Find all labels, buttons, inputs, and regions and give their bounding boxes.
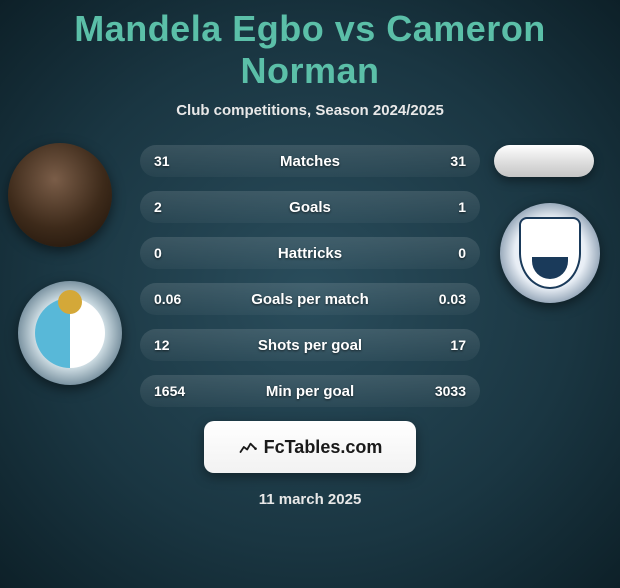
subtitle: Club competitions, Season 2024/2025: [0, 102, 620, 119]
player-left-avatar: [8, 143, 112, 247]
stat-label: Shots per goal: [258, 337, 362, 354]
page-title: Mandela Egbo vs Cameron Norman: [0, 8, 620, 92]
stat-right-value: 31: [424, 153, 466, 169]
stat-row-goals-per-match: 0.06 Goals per match 0.03: [140, 283, 480, 315]
stat-label: Hattricks: [278, 245, 342, 262]
brand-name: FcTables.com: [264, 437, 383, 458]
stat-right-value: 3033: [424, 383, 466, 399]
tranmere-crest-icon: [519, 217, 581, 289]
stat-row-hattricks: 0 Hattricks 0: [140, 237, 480, 269]
stat-left-value: 0: [154, 245, 196, 261]
date-text: 11 march 2025: [0, 491, 620, 508]
stat-left-value: 1654: [154, 383, 196, 399]
stat-right-value: 17: [424, 337, 466, 353]
stat-left-value: 2: [154, 199, 196, 215]
stat-row-min-per-goal: 1654 Min per goal 3033: [140, 375, 480, 407]
stat-label: Matches: [280, 153, 340, 170]
stat-left-value: 0.06: [154, 291, 196, 307]
stat-row-goals: 2 Goals 1: [140, 191, 480, 223]
brand-badge[interactable]: FcTables.com: [204, 421, 416, 473]
stat-left-value: 31: [154, 153, 196, 169]
comparison-area: 31 Matches 31 2 Goals 1 0 Hattricks 0 0.…: [0, 143, 620, 508]
stat-right-value: 1: [424, 199, 466, 215]
stat-label: Goals per match: [251, 291, 369, 308]
stat-right-value: 0: [424, 245, 466, 261]
stat-row-matches: 31 Matches 31: [140, 145, 480, 177]
club-left-crest: [18, 281, 122, 385]
fctables-logo-icon: [238, 437, 258, 457]
stat-right-value: 0.03: [424, 291, 466, 307]
stats-table: 31 Matches 31 2 Goals 1 0 Hattricks 0 0.…: [140, 143, 480, 407]
club-right-crest: [500, 203, 600, 303]
stat-label: Min per goal: [266, 383, 354, 400]
colchester-crest-icon: [35, 298, 105, 368]
stat-label: Goals: [289, 199, 331, 216]
stat-row-shots-per-goal: 12 Shots per goal 17: [140, 329, 480, 361]
player-right-avatar: [494, 145, 594, 177]
stat-left-value: 12: [154, 337, 196, 353]
